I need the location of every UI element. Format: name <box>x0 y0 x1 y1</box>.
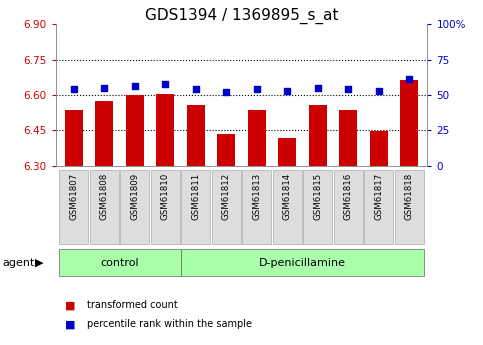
Point <box>375 88 383 93</box>
Bar <box>334 170 363 244</box>
Bar <box>126 95 144 166</box>
Point <box>70 87 78 92</box>
Text: ■: ■ <box>65 319 76 329</box>
Text: ■: ■ <box>65 300 76 310</box>
Bar <box>400 80 418 166</box>
Point <box>405 77 413 82</box>
Point <box>131 83 139 89</box>
Bar <box>369 131 388 166</box>
Point <box>314 85 322 91</box>
Bar <box>90 170 119 244</box>
Text: control: control <box>100 258 139 267</box>
Point <box>192 87 199 92</box>
Point <box>222 89 230 95</box>
Point <box>344 87 352 92</box>
Bar <box>364 170 393 244</box>
Text: transformed count: transformed count <box>87 300 178 310</box>
Text: GSM61809: GSM61809 <box>130 173 139 220</box>
Text: GSM61817: GSM61817 <box>374 173 383 220</box>
Text: GSM61815: GSM61815 <box>313 173 322 220</box>
Text: GSM61807: GSM61807 <box>70 173 78 220</box>
Bar <box>248 110 266 166</box>
Text: GSM61814: GSM61814 <box>283 173 292 220</box>
Bar <box>278 138 297 166</box>
Point <box>284 88 291 93</box>
Point <box>100 85 108 91</box>
Title: GDS1394 / 1369895_s_at: GDS1394 / 1369895_s_at <box>145 8 338 24</box>
Bar <box>395 170 424 244</box>
Point <box>161 81 169 86</box>
Bar <box>303 170 332 244</box>
Bar <box>181 249 425 276</box>
Text: GSM61808: GSM61808 <box>100 173 109 220</box>
Bar <box>212 170 241 244</box>
Bar <box>120 170 149 244</box>
Point <box>253 87 261 92</box>
Bar <box>186 106 205 166</box>
Text: GSM61810: GSM61810 <box>161 173 170 220</box>
Bar <box>65 110 83 166</box>
Text: GSM61812: GSM61812 <box>222 173 231 220</box>
Text: ▶: ▶ <box>35 258 44 267</box>
Bar <box>242 170 271 244</box>
Bar <box>59 170 88 244</box>
Bar <box>156 94 174 166</box>
Text: GSM61813: GSM61813 <box>252 173 261 220</box>
Bar <box>217 134 235 166</box>
Text: percentile rank within the sample: percentile rank within the sample <box>87 319 252 329</box>
Bar <box>181 170 211 244</box>
Bar <box>151 170 180 244</box>
Bar <box>272 170 302 244</box>
Text: GSM61816: GSM61816 <box>344 173 353 220</box>
Text: GSM61811: GSM61811 <box>191 173 200 220</box>
Text: D-penicillamine: D-penicillamine <box>259 258 346 267</box>
Text: GSM61818: GSM61818 <box>405 173 413 220</box>
Bar <box>58 249 181 276</box>
Text: agent: agent <box>2 258 35 267</box>
Bar <box>339 110 357 166</box>
Bar <box>95 101 114 166</box>
Bar <box>309 106 327 166</box>
